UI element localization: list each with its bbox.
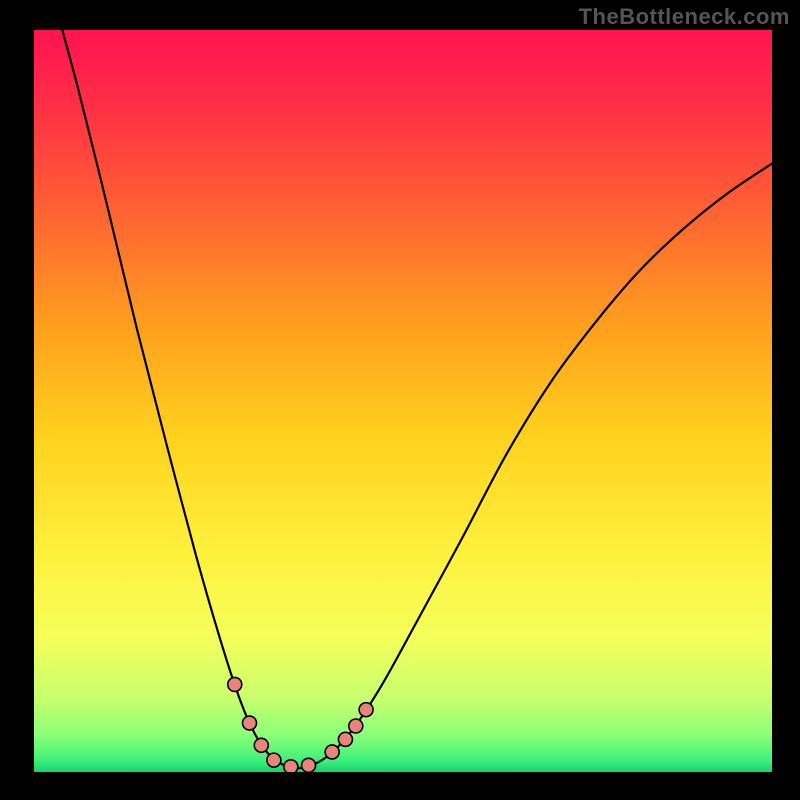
data-marker	[302, 758, 316, 772]
gradient-panel	[34, 30, 772, 772]
data-marker	[349, 719, 363, 733]
data-marker	[338, 732, 352, 746]
bottleneck-chart	[0, 0, 800, 800]
data-marker	[243, 716, 257, 730]
watermark-text: TheBottleneck.com	[579, 4, 790, 30]
chart-stage: TheBottleneck.com	[0, 0, 800, 800]
data-marker	[254, 738, 268, 752]
data-marker	[359, 703, 373, 717]
data-marker	[325, 745, 339, 759]
data-marker	[284, 760, 298, 774]
data-marker	[228, 677, 242, 691]
data-marker	[267, 753, 281, 767]
